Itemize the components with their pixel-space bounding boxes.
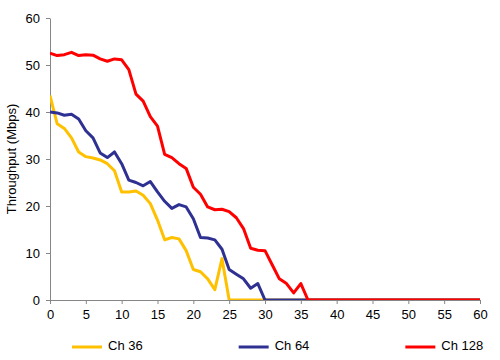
tick-label: 0 [33,293,40,308]
tick: 15 [151,300,165,322]
tick-label: 50 [402,307,416,322]
tick-label: 20 [26,199,40,214]
tick: 30 [258,300,272,322]
tick-mark [46,206,50,207]
axis-line [50,19,51,301]
tick: 50 [402,300,416,322]
tick-mark [337,300,338,304]
legend-item: Ch 36 [72,338,143,353]
tick-mark [480,300,481,304]
tick-label: 20 [187,307,201,322]
tick-mark [46,159,50,160]
tick-label: 30 [26,152,40,167]
tick-mark [444,300,445,304]
legend: Ch 36 Ch 64 Ch 128 [72,338,483,353]
tick: 60 [473,300,487,322]
tick-label: 40 [330,307,344,322]
tick-label: 35 [294,307,308,322]
tick-label: 50 [26,58,40,73]
tick-label: 5 [83,307,90,322]
tick: 35 [294,300,308,322]
tick-mark [46,65,50,66]
tick: 10 [26,246,50,261]
tick-label: 60 [473,307,487,322]
y-axis-title: Throughput (Mbps) [4,104,19,215]
tick: 50 [26,58,50,73]
tick: 10 [115,300,129,322]
tick: 5 [83,300,90,322]
tick-label: 45 [366,307,380,322]
tick-mark [46,253,50,254]
tick: 20 [187,300,201,322]
plot: 0 5 10 15 20 25 30 35 40 45 50 55 60 0 10 20 30 40 50 60 [26,11,488,323]
tick-mark [373,300,374,304]
tick-mark [408,300,409,304]
y-axis: 0 10 20 30 40 50 60 [26,11,51,308]
tick: 0 [47,300,54,322]
tick-mark [265,300,266,304]
tick-mark [122,300,123,304]
legend-swatch [72,346,102,349]
legend-swatch [239,346,269,349]
tick-mark [193,300,194,304]
tick: 45 [366,300,380,322]
tick: 60 [26,11,50,26]
tick: 20 [26,199,50,214]
tick: 40 [26,105,50,120]
tick-label: 40 [26,105,40,120]
lines [50,52,480,300]
tick-mark [46,300,50,301]
legend-label: Ch 128 [441,338,483,353]
series-line [50,52,480,300]
tick-mark [158,300,159,304]
tick: 25 [222,300,236,322]
tick-mark [86,300,87,304]
chart: 0 5 10 15 20 25 30 35 40 45 50 55 60 0 10 20 30 40 50 60 Thr… [0,0,500,360]
tick-label: 25 [222,307,236,322]
tick-label: 30 [258,307,272,322]
legend-label: Ch 64 [275,338,310,353]
legend-swatch [405,346,435,349]
legend-item: Ch 64 [239,338,310,353]
tick-mark [301,300,302,304]
series-line [50,112,480,300]
tick: 55 [437,300,451,322]
x-axis: 0 5 10 15 20 25 30 35 40 45 50 55 60 [47,300,488,322]
tick: 40 [330,300,344,322]
tick-label: 55 [437,307,451,322]
tick-label: 60 [26,11,40,26]
legend-label: Ch 36 [108,338,143,353]
series-line [50,96,480,300]
legend-item: Ch 128 [405,338,483,353]
tick-label: 10 [26,246,40,261]
tick-label: 0 [47,307,54,322]
tick-mark [46,18,50,19]
tick: 30 [26,152,50,167]
tick-mark [229,300,230,304]
tick-label: 10 [115,307,129,322]
tick: 0 [33,293,50,308]
tick-mark [50,300,51,304]
tick-label: 15 [151,307,165,322]
tick-mark [46,112,50,113]
